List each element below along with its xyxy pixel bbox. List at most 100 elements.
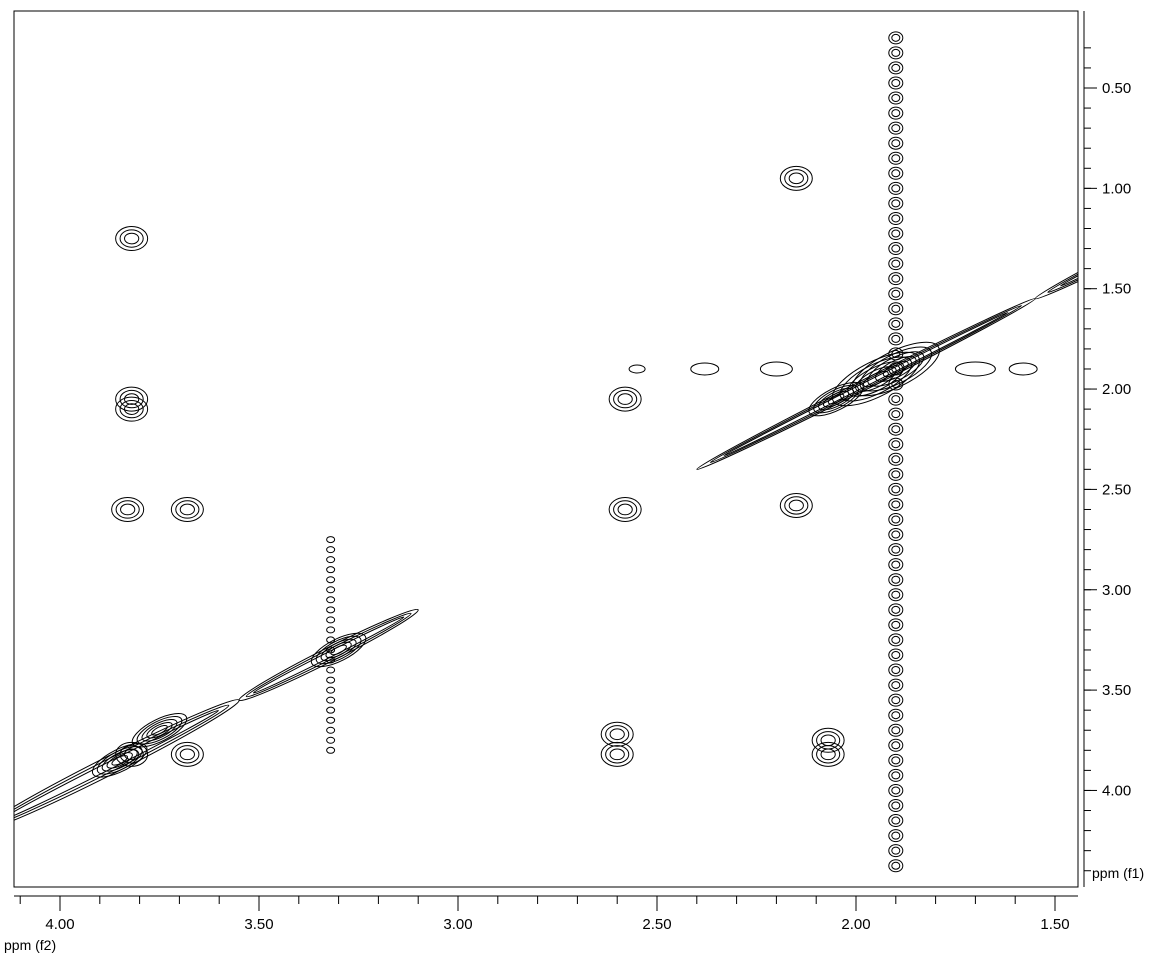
t1-noise-contour (326, 686, 336, 694)
t1-noise-contour (891, 124, 901, 133)
t1-noise-contour (891, 500, 901, 509)
diagonal-peak-contour (151, 724, 168, 736)
diagonal-peak-contour (839, 356, 913, 402)
t1-noise-contour (326, 646, 336, 654)
t1-noise-contour (326, 576, 336, 584)
t1-noise-contour (891, 154, 901, 163)
x-tick-label: 2.50 (642, 916, 671, 933)
cross-peak-contour (811, 727, 845, 753)
diagonal-peak (310, 632, 367, 668)
t1-noise-contour (326, 736, 336, 744)
t1-noise-contour (888, 588, 904, 602)
t1-noise-contour (891, 650, 901, 659)
t1-noise-contour (891, 48, 901, 57)
t1-noise-contour (888, 407, 904, 421)
cross-peak-contour (816, 745, 841, 764)
t1-noise-contour (888, 287, 904, 301)
t1-noise-contour (891, 364, 901, 373)
t1-noise-contour (326, 726, 336, 734)
t1-noise-contour (891, 94, 901, 103)
t1-noise-contour (326, 676, 336, 684)
cross-peak-contour (124, 748, 140, 761)
t1-noise-contour (326, 586, 336, 594)
cross-peak-contour (119, 229, 144, 248)
t1-noise-contour (891, 861, 901, 870)
t1-noise-contour (891, 635, 901, 644)
t1-noise-contour (888, 633, 904, 647)
t1-noise-contour (326, 616, 336, 624)
x-tick-label: 1.50 (1040, 916, 1069, 933)
cross-peak-contour (170, 496, 204, 522)
cross-peak (608, 496, 642, 522)
t1-noise-contour (888, 31, 904, 45)
t1-noise-contour (326, 706, 336, 714)
cross-peak-contour (115, 396, 149, 422)
y-tick-label: 0.50 (1102, 80, 1131, 97)
t1-noise-contour (891, 470, 901, 479)
cross-peak-contour (788, 172, 804, 185)
ridge-contour (1008, 362, 1038, 376)
t1-noise-contour (888, 543, 904, 557)
t1-noise-contour (888, 317, 904, 331)
diagonal-ridge-low-contour (14, 709, 219, 821)
t1-noise-contour (326, 536, 336, 544)
t1-noise-contour (891, 530, 901, 539)
cross-peak-contour (170, 741, 204, 767)
cross-peak-contour (608, 386, 642, 412)
cross-peak-contour (119, 745, 144, 764)
diagonal-peak-contour (136, 716, 183, 745)
t1-noise-contour (891, 545, 901, 554)
t1-noise-contour (891, 395, 901, 404)
cross-peak-contour (124, 232, 140, 245)
diagonal-peak-contour (882, 360, 909, 378)
t1-noise-contour (888, 663, 904, 677)
t1-noise-contour (326, 666, 336, 674)
t1-noise-contour (888, 768, 904, 782)
diagonal-peak-contour (1120, 238, 1149, 260)
t1-noise-contour (891, 831, 901, 840)
cross-peak-contour (175, 500, 200, 519)
cross-peak (115, 386, 149, 412)
t1-noise-contour (888, 693, 904, 707)
y-tick-label: 2.50 (1102, 481, 1131, 498)
t1-noise-contour (891, 425, 901, 434)
diagonal-peak-contour (851, 341, 940, 397)
diagonal-peak-contour (1109, 229, 1158, 267)
t1-noise-contour (888, 166, 904, 180)
diagonal-peak-contour (310, 632, 367, 668)
cross-peak (600, 721, 634, 747)
diagonal-peak-contour (330, 644, 347, 656)
cross-peak-contour (820, 734, 836, 747)
t1-noise-contour (891, 109, 901, 118)
t1-noise-contour (888, 482, 904, 496)
cross-peak (170, 496, 204, 522)
cross-peak-contour (179, 503, 195, 516)
t1-noise-contour (891, 229, 901, 238)
t1-noise-contour (888, 91, 904, 105)
t1-noise-ridge (888, 31, 904, 873)
t1-noise-contour (891, 515, 901, 524)
diagonal-ridge-high (1034, 137, 1078, 300)
t1-noise-contour (891, 244, 901, 253)
cross-peak-contour (179, 748, 195, 761)
cross-peak-contour (115, 500, 140, 519)
t1-noise-contour (888, 528, 904, 542)
t1-noise-contour (888, 799, 904, 813)
t1-noise-contour (891, 319, 901, 328)
diagonal-peak-contour (146, 721, 173, 739)
t1-noise-contour (888, 136, 904, 150)
t1-noise-contour (891, 139, 901, 148)
cross-peak-contour (608, 496, 642, 522)
cross-peak-contour (119, 399, 144, 419)
y-tick-label: 3.00 (1102, 582, 1131, 599)
t1-noise-contour (891, 455, 901, 464)
y-tick-label: 1.50 (1102, 281, 1131, 298)
t1-noise-contour (891, 259, 901, 268)
cross-peak-contour (605, 725, 630, 744)
t1-noise-contour (326, 606, 336, 614)
t1-noise-contour (891, 560, 901, 569)
t1-noise-contour (891, 184, 901, 193)
t1-noise-contour (891, 681, 901, 690)
cross-peak-contour (124, 403, 140, 415)
